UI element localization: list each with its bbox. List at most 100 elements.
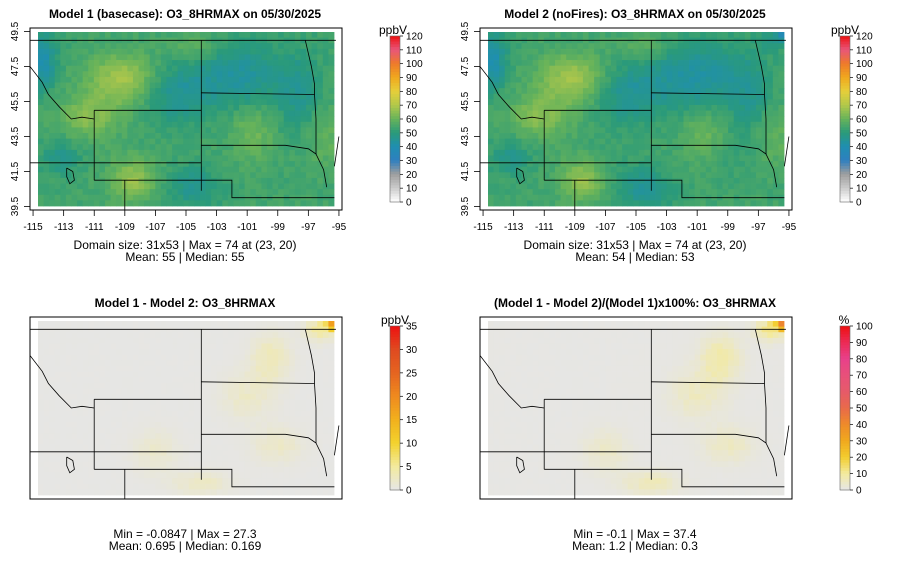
grid-cell	[166, 405, 173, 412]
grid-cell	[65, 427, 72, 434]
grid-cell	[93, 410, 100, 417]
grid-cell	[110, 43, 117, 50]
grid-cell	[677, 71, 684, 78]
grid-cell	[532, 93, 539, 100]
grid-cell	[132, 65, 139, 72]
grid-cell	[166, 189, 173, 196]
grid-cell	[127, 60, 134, 67]
grid-cell	[199, 116, 206, 123]
grid-cell	[82, 360, 89, 367]
grid-cell	[216, 149, 223, 156]
grid-cell	[121, 60, 128, 67]
grid-cell	[289, 54, 296, 61]
grid-cell	[250, 360, 257, 367]
grid-cell	[300, 133, 307, 140]
grid-cell	[188, 133, 195, 140]
grid-cell	[294, 444, 301, 451]
grid-cell	[599, 127, 606, 134]
grid-cell	[289, 455, 296, 462]
grid-cell	[43, 332, 50, 339]
grid-cell	[199, 48, 206, 55]
grid-cell	[549, 183, 556, 190]
grid-cell	[183, 360, 190, 367]
grid-cell	[778, 155, 785, 162]
grid-cell	[239, 172, 246, 179]
grid-cell	[294, 43, 301, 50]
grid-cell	[54, 189, 61, 196]
grid-cell	[54, 127, 61, 134]
grid-cell	[560, 48, 567, 55]
grid-cell	[71, 388, 78, 395]
grid-cell	[216, 76, 223, 83]
grid-cell	[311, 444, 318, 451]
grid-cell	[105, 337, 111, 344]
grid-cell	[711, 127, 718, 134]
grid-cell	[510, 76, 517, 83]
grid-cell	[99, 343, 106, 350]
grid-cell	[689, 88, 696, 95]
grid-cell	[138, 405, 145, 412]
grid-cell	[694, 177, 701, 184]
grid-cell	[172, 183, 179, 190]
grid-cell	[493, 99, 500, 106]
colorbar-swatch	[840, 94, 850, 98]
grid-cell	[767, 116, 774, 123]
grid-cell	[250, 88, 257, 95]
grid-cell	[227, 189, 234, 196]
grid-cell	[132, 433, 139, 440]
grid-cell	[705, 172, 712, 179]
grid-cell	[510, 116, 517, 123]
grid-cell	[306, 450, 313, 457]
grid-cell	[532, 200, 539, 207]
grid-cell	[272, 371, 279, 378]
grid-cell	[294, 321, 301, 328]
grid-cell	[121, 121, 128, 128]
grid-cell	[149, 133, 156, 140]
grid-cell	[266, 388, 273, 395]
grid-cell	[71, 382, 78, 389]
x-tick-label: -105	[626, 222, 646, 233]
colorbar-swatch	[840, 121, 850, 126]
grid-cell	[227, 93, 234, 100]
grid-cell	[689, 133, 696, 140]
grid-cell	[616, 54, 623, 61]
grid-cell	[183, 138, 190, 145]
grid-cell	[77, 410, 84, 417]
grid-cell	[527, 99, 534, 106]
grid-cell	[183, 161, 190, 168]
grid-cell	[616, 144, 623, 151]
grid-cell	[322, 410, 329, 417]
grid-cell	[54, 71, 61, 78]
grid-cell	[194, 360, 201, 367]
grid-cell	[510, 88, 517, 95]
grid-cell	[666, 71, 673, 78]
grid-cell	[177, 82, 184, 89]
grid-cell	[311, 71, 318, 78]
grid-cell	[222, 144, 229, 151]
grid-cell	[711, 200, 718, 207]
stats-line-1: Domain size: 31x53 | Max = 74 at (23, 20…	[524, 238, 747, 252]
grid-cell	[93, 393, 100, 400]
grid-cell	[510, 200, 517, 207]
grid-cell	[283, 177, 290, 184]
grid-cell	[488, 82, 494, 89]
grid-cell	[211, 138, 218, 145]
grid-cell	[194, 32, 201, 39]
grid-cell	[272, 332, 279, 339]
grid-cell	[756, 48, 763, 55]
grid-cell	[144, 32, 151, 39]
grid-cell	[616, 138, 623, 145]
grid-cell	[594, 161, 601, 168]
grid-cell	[761, 183, 768, 190]
grid-cell	[278, 410, 285, 417]
grid-cell	[177, 444, 184, 451]
grid-cell	[594, 104, 601, 111]
grid-cell	[127, 48, 134, 55]
grid-cell	[488, 172, 494, 179]
grid-cell	[43, 360, 50, 367]
grid-cell	[705, 177, 712, 184]
colorbar-swatch	[390, 60, 400, 65]
grid-cell	[493, 161, 500, 168]
grid-cell	[322, 166, 329, 173]
grid-cell	[521, 127, 528, 134]
